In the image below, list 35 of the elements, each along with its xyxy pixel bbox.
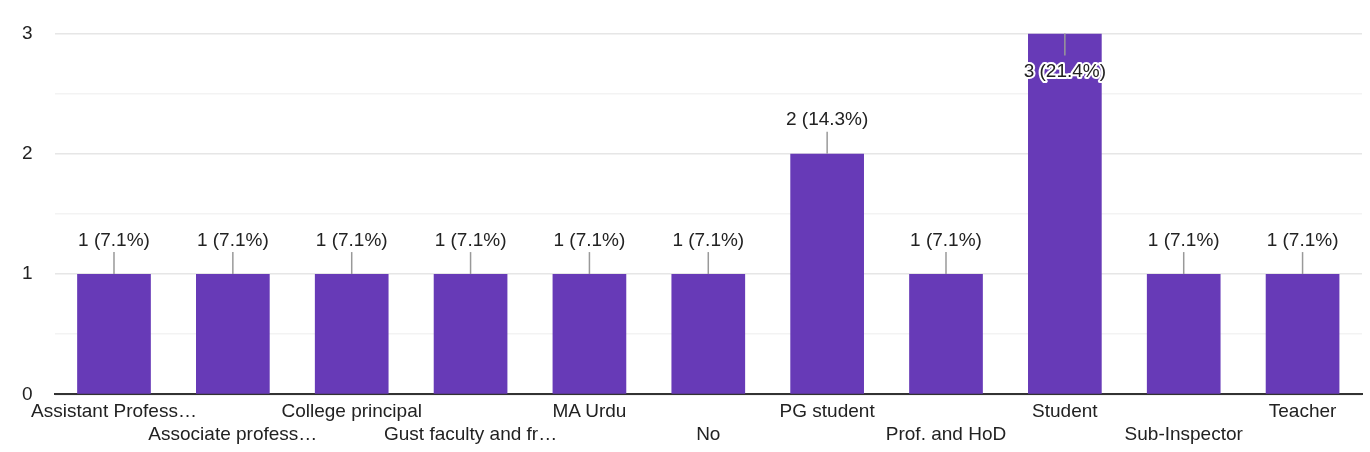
x-tick-label: Gust faculty and fr… [383, 422, 558, 444]
x-tick-label: No [696, 422, 721, 444]
data-label: 1 (7.1%) [672, 228, 745, 250]
y-tick-label: 0 [21, 382, 33, 404]
x-tick-label: Student [1032, 400, 1099, 422]
data-label: 1 (7.1%) [1266, 228, 1339, 250]
data-label: 1 (7.1%) [553, 228, 626, 250]
bar [314, 274, 389, 394]
y-tick-label: 1 [21, 262, 33, 284]
x-tick-label: Teacher [1268, 400, 1338, 422]
data-label: 1 (7.1%) [78, 228, 150, 250]
x-tick-label: College principal [281, 400, 422, 422]
bar [790, 153, 864, 394]
data-label: 1 (7.1%) [910, 228, 982, 250]
x-tick-label: MA Urdu [552, 400, 627, 422]
bar [909, 274, 983, 394]
bar [552, 274, 627, 394]
x-tick-label: Sub-Inspector [1124, 422, 1244, 444]
y-tick-label: 2 [21, 141, 33, 163]
data-label: 1 (7.1%) [196, 228, 269, 250]
x-tick-label: Prof. and HoD [885, 422, 1007, 444]
y-tick-label: 3 [21, 21, 33, 43]
bar [671, 274, 746, 394]
bar [1265, 274, 1340, 394]
x-tick-label: Assistant Profess… [31, 400, 197, 422]
bar [77, 274, 151, 394]
data-label: 1 (7.1%) [434, 228, 507, 250]
data-label: 1 (7.1%) [315, 228, 388, 250]
x-tick-label: PG student [779, 400, 876, 422]
bar [196, 274, 270, 394]
data-label: 2 (14.3%) [785, 108, 869, 130]
data-label: 1 (7.1%) [1147, 228, 1220, 250]
bar [433, 274, 508, 394]
bar [1146, 274, 1221, 394]
x-tick-label: Associate profess… [148, 422, 318, 444]
